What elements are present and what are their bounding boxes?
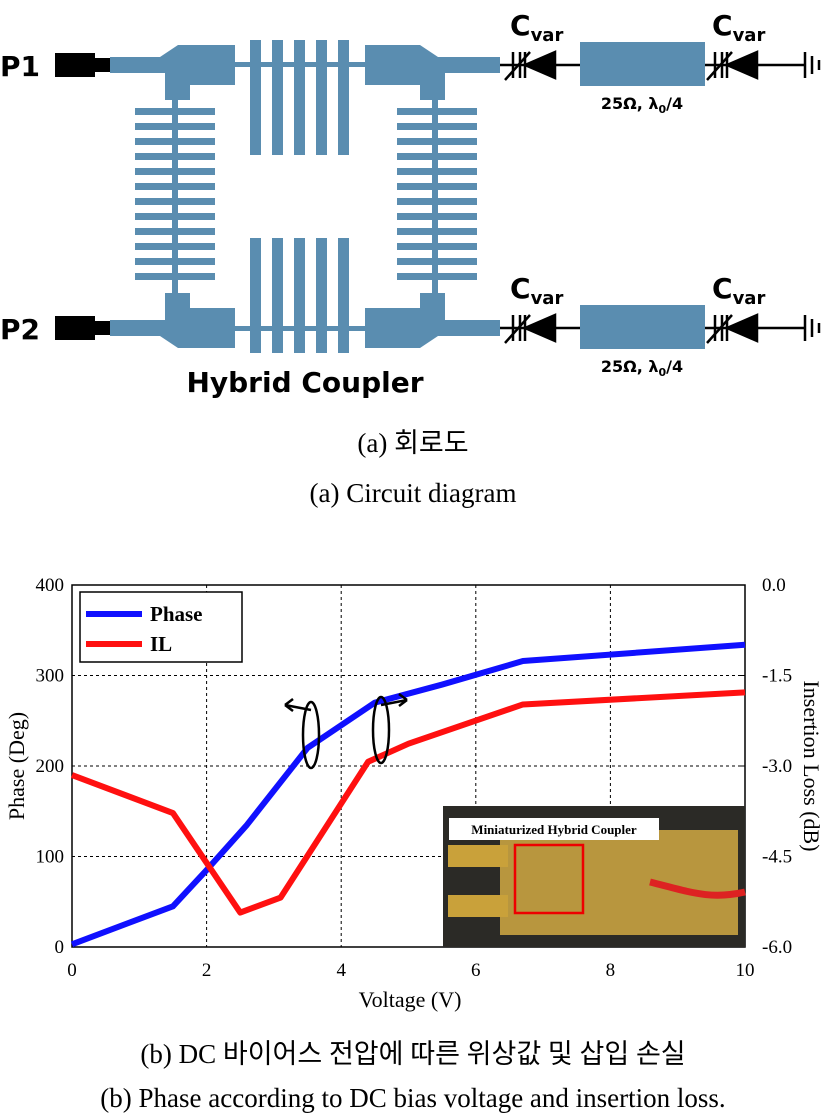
- inset-cable: [649, 878, 746, 899]
- inset-label-bg: [449, 818, 659, 840]
- branch-top: [500, 42, 821, 86]
- cap-main: C: [510, 272, 531, 305]
- capacitor-label: Cvar: [712, 9, 765, 46]
- cap-main: C: [510, 9, 531, 42]
- line-label: 25Ω, λ0/4: [601, 357, 683, 379]
- y-tick-label: 100: [36, 847, 65, 868]
- line-sub: 0: [659, 103, 667, 116]
- y-tick-label: 400: [36, 575, 65, 596]
- x-tick-label: 8: [606, 960, 616, 981]
- line-sub: 0: [659, 366, 667, 379]
- line-tail: /4: [666, 94, 683, 113]
- capacitor-label: Cvar: [510, 272, 563, 309]
- plot-frame: [71, 584, 746, 948]
- cap-main: C: [712, 272, 733, 305]
- y2-tick-label: -1.5: [762, 666, 792, 687]
- coupler-label: Hybrid Coupler: [186, 366, 423, 399]
- circuit: P1 P2 Hybrid Coupler: [0, 40, 821, 399]
- port-label: P1: [0, 50, 40, 83]
- caption: (b) DC 바이어스 전압에 따른 위상값 및 삽입 손실: [140, 1039, 685, 1069]
- port-label: P2: [0, 313, 40, 346]
- inset-label: Miniaturized Hybrid Coupler: [471, 822, 637, 837]
- caption: (a) 회로도: [357, 428, 468, 458]
- inset-board: [500, 830, 738, 935]
- capacitor-label: Cvar: [510, 9, 563, 46]
- stubs: [135, 108, 215, 280]
- x-tick-label: 2: [202, 960, 212, 981]
- line-label: 25Ω, λ0/4: [601, 94, 683, 116]
- inset-connector: [448, 895, 508, 917]
- axis-indicator: [284, 698, 312, 712]
- x-tick-label: 10: [736, 960, 755, 981]
- legend-box: [79, 591, 243, 663]
- x-tick-label: 6: [471, 960, 481, 981]
- series-line: [70, 689, 746, 916]
- y2-tick-label: -4.5: [762, 847, 792, 868]
- y-tick-label: 0: [55, 937, 65, 958]
- cap-sub: var: [531, 25, 564, 46]
- axis-indicator: [380, 693, 408, 707]
- caption: (a) Circuit diagram: [310, 478, 517, 508]
- cap-sub: var: [733, 288, 766, 309]
- legend-label: Phase: [150, 602, 203, 626]
- line-main: 25Ω, λ: [601, 94, 659, 113]
- caption: (b) Phase according to DC bias voltage a…: [100, 1083, 725, 1113]
- inset-highlight: [513, 843, 585, 915]
- line-main: 25Ω, λ: [601, 357, 659, 376]
- y2-tick-label: -6.0: [762, 937, 792, 958]
- y-tick-label: 300: [36, 666, 65, 687]
- cap-sub: var: [733, 25, 766, 46]
- line-tail: /4: [666, 357, 683, 376]
- series-line: [70, 641, 746, 948]
- x-tick-label: 0: [67, 960, 77, 981]
- y2-tick-label: -3.0: [762, 756, 792, 777]
- coupler-top: [55, 40, 500, 155]
- y2-tick-label: 0.0: [762, 575, 786, 596]
- capacitor-label: Cvar: [712, 272, 765, 309]
- cap-sub: var: [531, 288, 564, 309]
- x-tick-label: 4: [336, 960, 346, 981]
- y-tick-label: 200: [36, 756, 65, 777]
- y2-axis-label: Insertion Loss (dB): [799, 680, 824, 851]
- legend-label: IL: [150, 632, 172, 656]
- cap-main: C: [712, 9, 733, 42]
- x-axis-label: Voltage (V): [359, 987, 462, 1012]
- inset-connector: [448, 845, 508, 867]
- chart: 0 2 4 6 8 100100200300400-6.0-4.5-3.0-1.50.0V…: [4, 575, 824, 1012]
- axis-indicator: [371, 695, 391, 765]
- axis-indicator: [301, 700, 321, 770]
- y-axis-label: Phase (Deg): [4, 712, 29, 820]
